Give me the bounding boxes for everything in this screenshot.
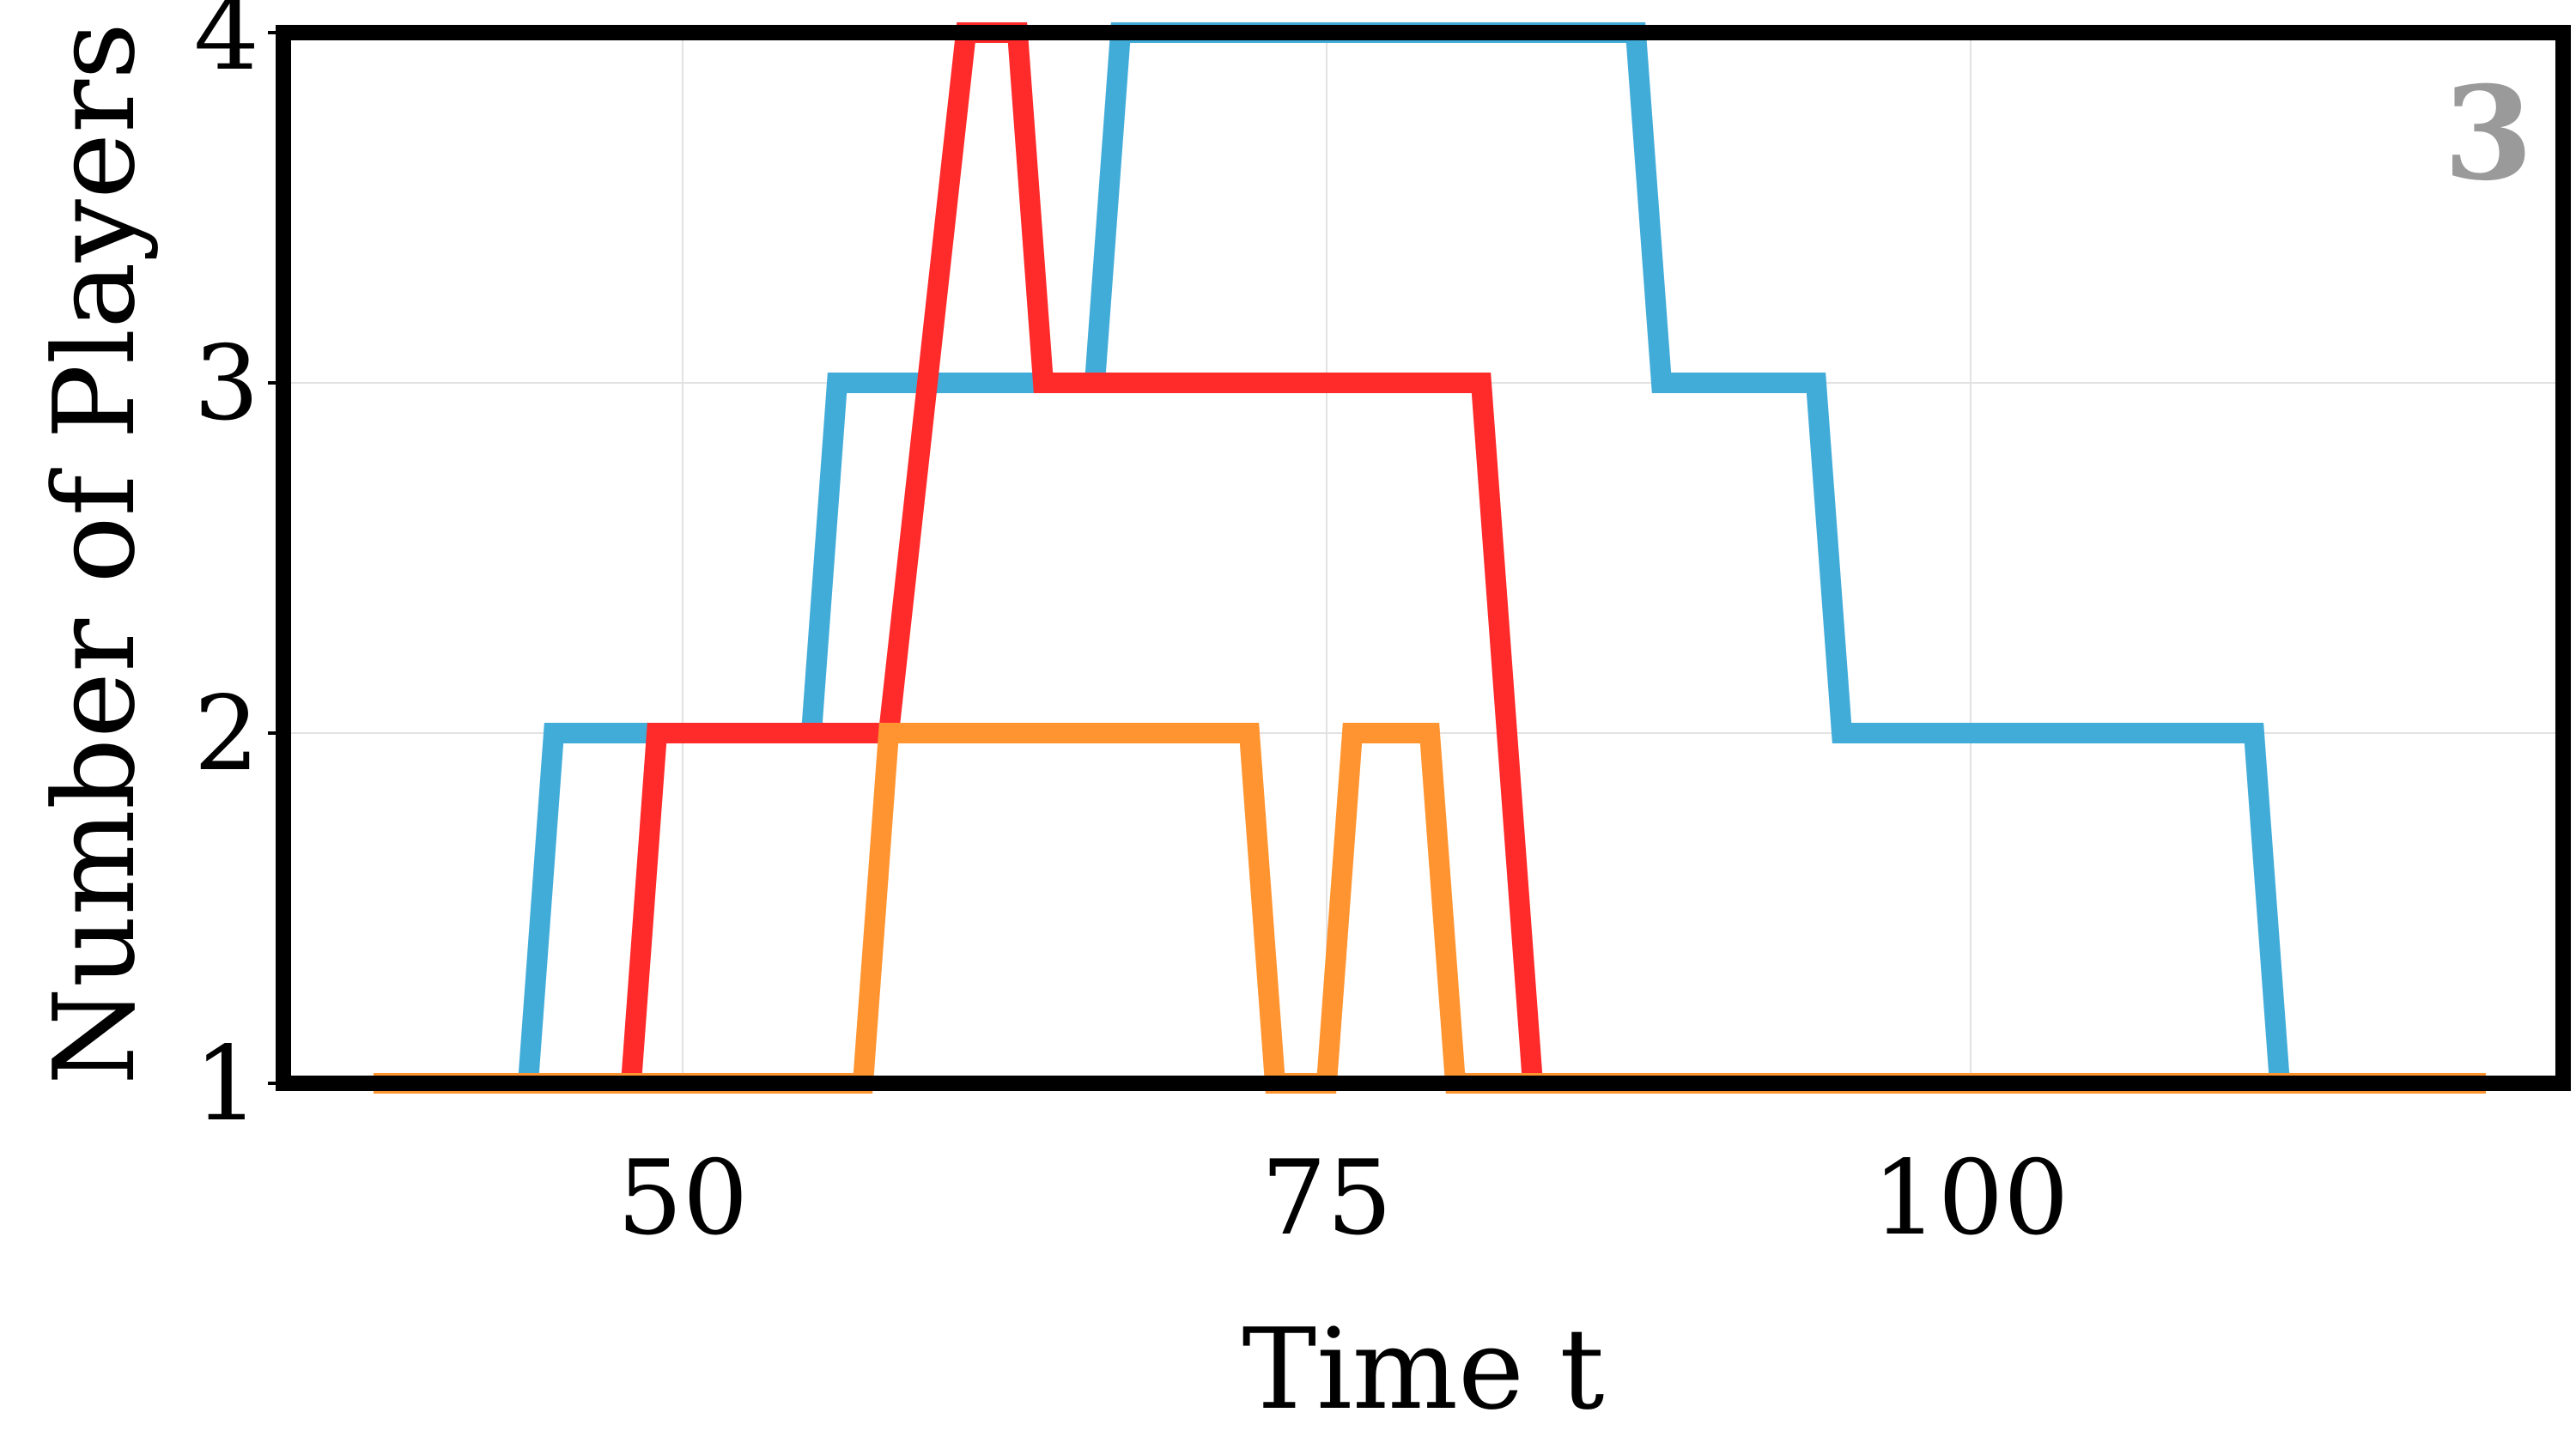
x-axis-label: Time t — [1242, 1304, 1604, 1434]
x-tick-label: 50 — [617, 1139, 749, 1258]
series-line-3 — [374, 723, 2486, 1094]
ticks-layer: 50 75 100 1 2 3 4 — [194, 0, 2069, 1258]
x-tick-label: 100 — [1872, 1139, 2069, 1258]
series-line-1 — [425, 22, 2357, 1094]
panel-label: 3 — [2444, 58, 2533, 209]
series-line-2 — [425, 22, 2486, 1094]
x-tick-label: 75 — [1261, 1139, 1393, 1258]
y-tick-label: 2 — [194, 675, 259, 794]
plot-frame — [276, 25, 2571, 1091]
y-axis-label: Number of Players — [29, 22, 160, 1085]
y-tick-label: 3 — [194, 324, 259, 444]
series-layer — [374, 22, 2486, 1094]
grid — [283, 32, 2563, 1084]
y-tick-label: 4 — [194, 0, 259, 94]
y-tick-label: 1 — [194, 1025, 259, 1144]
